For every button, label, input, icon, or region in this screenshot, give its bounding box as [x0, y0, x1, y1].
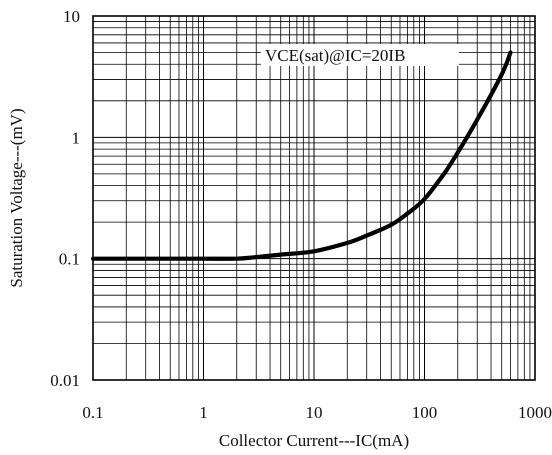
annotation-text: VCE(sat)@IC=20IB [265, 46, 405, 65]
annotation-background [260, 44, 459, 66]
grid [92, 16, 535, 381]
plot-frame [92, 15, 536, 381]
x-tick-label: 10 [306, 403, 323, 422]
x-tick-label: 1 [199, 403, 208, 422]
y-tick-label: 0.01 [50, 371, 80, 390]
y-tick-label: 0.1 [59, 250, 80, 269]
x-tick-label: 1000 [518, 403, 552, 422]
series-line-0 [90, 50, 513, 261]
series-layer [90, 50, 513, 261]
y-tick-label: 1 [72, 128, 81, 147]
x-tick-label: 0.1 [82, 403, 103, 422]
y-axis-title: Saturation Voltage---(mV) [7, 108, 26, 287]
x-tick-labels: 0.1 1 10 100 1000 [82, 403, 552, 422]
y-tick-labels: 0.01 0.1 1 10 [50, 7, 80, 390]
y-tick-label: 10 [63, 7, 80, 26]
annotation-box: VCE(sat)@IC=20IB [260, 44, 459, 66]
x-axis-title: Collector Current---IC(mA) [219, 431, 409, 450]
x-tick-label: 100 [412, 403, 438, 422]
